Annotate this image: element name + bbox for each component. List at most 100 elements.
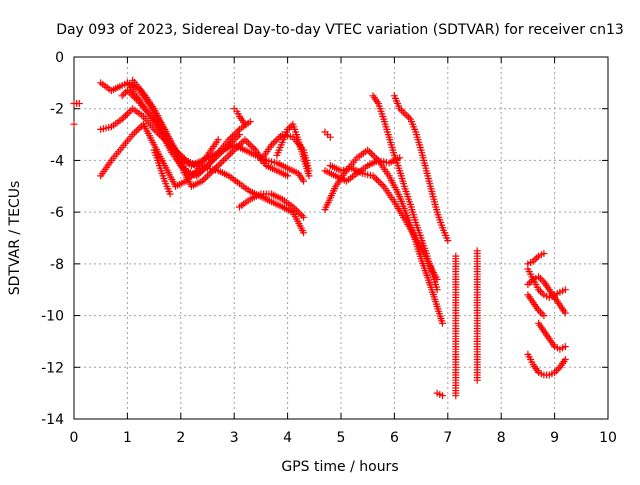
series-trace-1 bbox=[70, 100, 83, 107]
data-point bbox=[284, 172, 292, 180]
data-point bbox=[374, 177, 382, 185]
data-point bbox=[300, 177, 308, 185]
data-point bbox=[228, 132, 236, 140]
data-point bbox=[241, 120, 249, 128]
data-point bbox=[378, 181, 386, 189]
data-point bbox=[536, 287, 544, 295]
data-point bbox=[371, 153, 379, 161]
data-point bbox=[296, 210, 304, 218]
series-trace-19 bbox=[390, 92, 452, 245]
data-point bbox=[136, 124, 144, 132]
series-trace-14 bbox=[321, 128, 334, 141]
data-point bbox=[305, 172, 313, 180]
series-trace-28 bbox=[524, 291, 548, 320]
y-tick-label: -4 bbox=[50, 153, 64, 169]
data-point bbox=[561, 343, 569, 351]
data-point bbox=[326, 133, 334, 141]
data-point bbox=[198, 177, 206, 185]
data-point bbox=[120, 90, 128, 98]
y-axis-label: SDTVAR / TECUs bbox=[7, 181, 23, 296]
data-point bbox=[536, 308, 544, 316]
data-point bbox=[221, 155, 229, 163]
x-tick-label: 10 bbox=[599, 430, 617, 446]
data-point bbox=[300, 229, 308, 237]
data-point bbox=[118, 92, 126, 100]
data-point bbox=[234, 127, 242, 135]
x-tick-label: 4 bbox=[283, 430, 292, 446]
x-tick-label: 1 bbox=[123, 430, 132, 446]
axis-ticks: 0 1 2 3 4 5 6 7 8 9 10 0 -2 -4 -6 -8 -10 -12 -14 bbox=[41, 50, 617, 446]
data-point bbox=[439, 319, 446, 327]
data-point bbox=[540, 312, 548, 320]
data-point bbox=[230, 131, 238, 139]
x-tick-label: 8 bbox=[497, 430, 506, 446]
data-point bbox=[127, 90, 135, 98]
data-point bbox=[134, 125, 142, 133]
data-point bbox=[131, 129, 138, 137]
y-tick-label: -8 bbox=[50, 257, 64, 273]
y-tick-label: -12 bbox=[41, 360, 64, 376]
data-point bbox=[225, 136, 233, 144]
data-point bbox=[123, 87, 131, 95]
data-point bbox=[220, 156, 227, 164]
series-trace-7 bbox=[123, 79, 292, 190]
data-point bbox=[271, 138, 279, 145]
grid bbox=[74, 57, 608, 419]
data-point bbox=[244, 139, 252, 147]
data-point bbox=[524, 281, 532, 288]
data-point bbox=[552, 367, 560, 375]
data-point bbox=[439, 392, 446, 400]
series-trace-22 bbox=[473, 247, 481, 384]
data-point bbox=[269, 139, 277, 147]
data-point bbox=[433, 286, 441, 294]
data-point bbox=[526, 279, 534, 287]
x-tick-label: 0 bbox=[70, 430, 79, 446]
data-point bbox=[123, 110, 131, 118]
data-point bbox=[399, 108, 407, 116]
data-point bbox=[561, 286, 569, 294]
series-trace-27 bbox=[535, 319, 569, 353]
data-point bbox=[376, 179, 384, 187]
series-trace-24 bbox=[524, 250, 548, 268]
data-point bbox=[275, 134, 283, 142]
data-point bbox=[452, 392, 460, 400]
x-tick-label: 2 bbox=[176, 430, 185, 446]
chart-title: Day 093 of 2023, Sidereal Day-to-day VTE… bbox=[56, 22, 624, 38]
data-point bbox=[473, 376, 481, 384]
y-tick-label: -14 bbox=[41, 412, 64, 428]
data-point bbox=[223, 153, 231, 161]
x-tick-label: 9 bbox=[550, 430, 559, 446]
data-point bbox=[120, 113, 128, 121]
data-point bbox=[531, 256, 539, 263]
series-trace-13 bbox=[273, 120, 313, 180]
data-point bbox=[561, 309, 569, 317]
data-point bbox=[554, 365, 562, 373]
data-point bbox=[300, 213, 308, 221]
y-tick-label: -10 bbox=[41, 309, 64, 325]
data-point bbox=[538, 276, 546, 284]
data-point bbox=[216, 160, 224, 168]
data-point bbox=[538, 310, 546, 318]
data-point bbox=[403, 112, 411, 120]
y-tick-label: 0 bbox=[55, 50, 64, 66]
data-point bbox=[202, 174, 210, 182]
data-point bbox=[234, 143, 242, 151]
y-tick-label: -6 bbox=[50, 205, 64, 221]
data-point bbox=[536, 275, 544, 282]
data-point bbox=[540, 250, 548, 257]
series-trace-21 bbox=[452, 252, 460, 400]
data-point bbox=[444, 237, 452, 245]
series-trace-25 bbox=[524, 273, 569, 317]
series-trace-18 bbox=[369, 92, 441, 294]
series-trace-15 bbox=[321, 146, 446, 327]
x-tick-label: 5 bbox=[337, 430, 346, 446]
series-trace-9 bbox=[150, 146, 174, 198]
data-point bbox=[122, 112, 130, 120]
series-trace-11 bbox=[236, 190, 308, 221]
data-point bbox=[204, 172, 211, 180]
data-point bbox=[561, 356, 569, 363]
x-axis-label: GPS time / hours bbox=[281, 459, 398, 475]
data-point bbox=[232, 129, 240, 137]
series-trace-26 bbox=[524, 350, 569, 379]
